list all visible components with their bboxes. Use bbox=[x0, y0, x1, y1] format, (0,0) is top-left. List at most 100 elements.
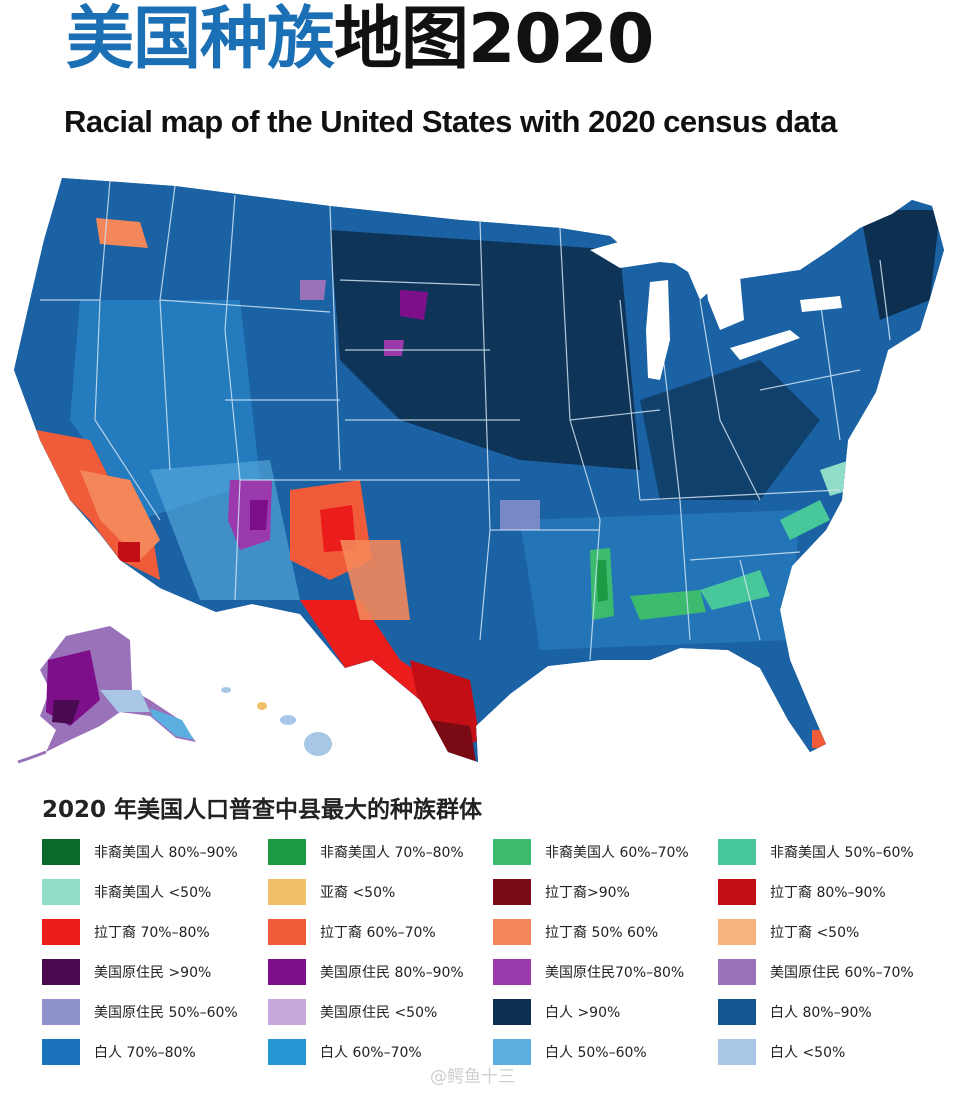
boundary-line bbox=[879, 259, 891, 341]
oklahoma-native-region bbox=[500, 500, 540, 530]
legend-swatch bbox=[42, 879, 80, 905]
page-subtitle: Racial map of the United States with 202… bbox=[64, 104, 837, 139]
legend-label: 拉丁裔>90% bbox=[545, 885, 630, 901]
carolina-black-belt-region bbox=[780, 500, 830, 540]
legend-item: 白人 80%–90% bbox=[718, 998, 872, 1026]
legend-swatch bbox=[268, 999, 306, 1025]
legend-item: 亚裔 <50% bbox=[268, 878, 395, 906]
legend-label: 非裔美国人 50%–60% bbox=[770, 845, 914, 861]
legend-item: 非裔美国人 70%–80% bbox=[268, 838, 464, 866]
legend-item: 美国原住民 80%–90% bbox=[268, 958, 464, 986]
legend-swatch bbox=[268, 839, 306, 865]
legend-item: 美国原住民 >90% bbox=[42, 958, 211, 986]
hawaii-island bbox=[257, 702, 267, 710]
appalachia-dark-region bbox=[640, 360, 820, 500]
boundary-line bbox=[619, 299, 641, 501]
legend-swatch bbox=[493, 959, 531, 985]
pine-ridge-region bbox=[384, 340, 404, 356]
legend-label: 美国原住民70%–80% bbox=[545, 965, 685, 981]
legend-label: 美国原住民 >90% bbox=[94, 965, 212, 981]
legend: 非裔美国人 80%–90% 非裔美国人 70%–80% 非裔美国人 60%–70% 非… bbox=[42, 838, 942, 1068]
legend-item: 非裔美国人 50%–60% bbox=[718, 838, 914, 866]
legend-label: 美国原住民 <50% bbox=[320, 1005, 438, 1021]
lake-huron bbox=[704, 268, 744, 330]
legend-label: 拉丁裔 50% 60% bbox=[545, 925, 659, 941]
legend-label: 白人 <50% bbox=[770, 1045, 846, 1061]
boundary-line bbox=[569, 409, 661, 421]
legend-swatch bbox=[268, 959, 306, 985]
boundary-line bbox=[819, 299, 841, 441]
northeast-dark-region bbox=[860, 210, 940, 320]
texas-plains-hispanic-region bbox=[340, 540, 410, 620]
legend-label: 白人 60%–70% bbox=[320, 1045, 422, 1061]
legend-item: 美国原住民 60%–70% bbox=[718, 958, 914, 986]
washington-hispanic-region bbox=[96, 218, 148, 248]
title-chinese-black: 地图2020 bbox=[334, 0, 654, 79]
legend-swatch bbox=[493, 919, 531, 945]
legend-swatch bbox=[42, 1039, 80, 1065]
legend-label: 非裔美国人 60%–70% bbox=[545, 845, 689, 861]
legend-item: 拉丁裔 <50% bbox=[718, 918, 859, 946]
delta-core-region bbox=[596, 560, 608, 602]
hawaii bbox=[221, 687, 332, 756]
imperial-county-region bbox=[118, 542, 140, 562]
legend-swatch bbox=[718, 879, 756, 905]
legend-label: 白人 70%–80% bbox=[94, 1045, 196, 1061]
state-boundaries bbox=[40, 179, 891, 661]
legend-label: 美国原住民 60%–70% bbox=[770, 965, 914, 981]
legend-item: 拉丁裔>90% bbox=[493, 878, 630, 906]
legend-swatch bbox=[493, 1039, 531, 1065]
legend-label: 拉丁裔 60%–70% bbox=[320, 925, 436, 941]
legend-swatch bbox=[42, 959, 80, 985]
legend-item: 白人 70%–80% bbox=[42, 1038, 196, 1066]
boundary-line bbox=[739, 559, 761, 641]
legend-swatch bbox=[268, 919, 306, 945]
legend-item: 白人 <50% bbox=[718, 1038, 845, 1066]
page-title: 美国种族地图2020 bbox=[66, 6, 654, 74]
legend-item: 美国原住民70%–80% bbox=[493, 958, 684, 986]
legend-item: 拉丁裔 60%–70% bbox=[268, 918, 436, 946]
boundary-line bbox=[329, 205, 341, 471]
boundary-line bbox=[94, 299, 161, 521]
legend-item: 美国原住民 <50% bbox=[268, 998, 437, 1026]
legend-swatch bbox=[493, 879, 531, 905]
alaska-southcentral-region bbox=[100, 690, 150, 712]
lake-michigan bbox=[646, 280, 670, 380]
legend-label: 白人 80%–90% bbox=[770, 1005, 872, 1021]
legend-swatch bbox=[718, 999, 756, 1025]
legend-swatch bbox=[493, 839, 531, 865]
legend-label: 拉丁裔 <50% bbox=[770, 925, 860, 941]
us-county-map bbox=[14, 178, 944, 764]
florida-hispanic-region bbox=[812, 730, 828, 748]
legend-item: 拉丁裔 80%–90% bbox=[718, 878, 886, 906]
boundary-line bbox=[559, 227, 601, 661]
legend-swatch bbox=[42, 919, 80, 945]
legend-item: 美国原住民 50%–60% bbox=[42, 998, 238, 1026]
legend-swatch bbox=[493, 999, 531, 1025]
legend-label: 非裔美国人 <50% bbox=[94, 885, 212, 901]
legend-swatch bbox=[42, 999, 80, 1025]
legend-swatch bbox=[42, 839, 80, 865]
legend-item: 拉丁裔 70%–80% bbox=[42, 918, 210, 946]
boundary-line bbox=[224, 194, 241, 601]
hawaii-island bbox=[221, 687, 231, 693]
boundary-line bbox=[699, 299, 761, 501]
legend-label: 白人 >90% bbox=[545, 1005, 621, 1021]
legend-swatch bbox=[718, 839, 756, 865]
legend-swatch bbox=[718, 1039, 756, 1065]
legend-swatch bbox=[718, 959, 756, 985]
legend-label: 亚裔 <50% bbox=[320, 885, 396, 901]
montana-reservations-region bbox=[300, 280, 326, 300]
legend-label: 美国原住民 80%–90% bbox=[320, 965, 464, 981]
legend-label: 拉丁裔 80%–90% bbox=[770, 885, 886, 901]
boundary-line bbox=[759, 369, 861, 391]
title-chinese-blue: 美国种族 bbox=[66, 0, 335, 79]
great-lakes bbox=[590, 236, 842, 380]
boundary-line bbox=[659, 329, 691, 641]
alaska-yukon-native-region bbox=[52, 700, 80, 724]
lake-superior bbox=[590, 236, 720, 268]
watermark: @鳄鱼十三 bbox=[430, 1067, 515, 1087]
legend-title: 2020 年美国人口普查中县最大的种族群体 bbox=[42, 797, 483, 823]
alaska-panhandle-region bbox=[150, 708, 194, 740]
alaska bbox=[17, 626, 196, 764]
